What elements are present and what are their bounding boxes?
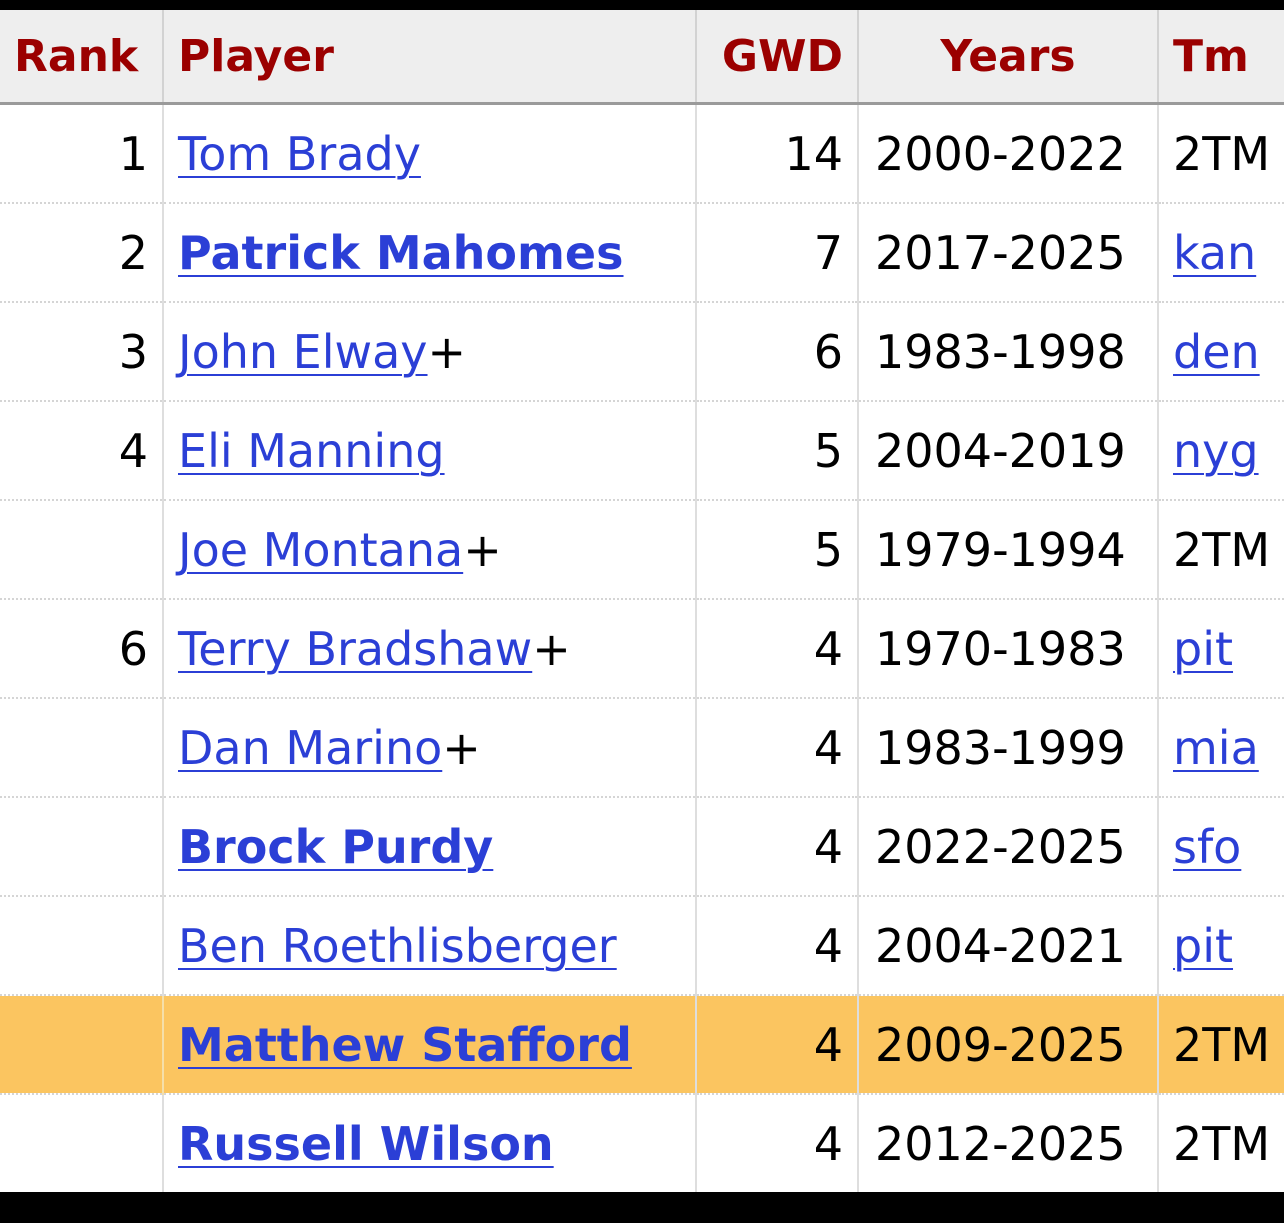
player-cell: John Elway+: [163, 302, 697, 402]
team-cell: pit: [1158, 599, 1284, 699]
player-link[interactable]: Russell Wilson: [178, 1116, 554, 1171]
gwd-cell: 4: [696, 599, 859, 699]
years-cell: 1970-1983: [858, 599, 1159, 699]
player-link[interactable]: Dan Marino: [178, 720, 443, 775]
player-link[interactable]: Joe Montana: [178, 522, 464, 577]
years-cell: 1983-1998: [858, 302, 1159, 402]
rank-cell: [0, 698, 164, 798]
team-link[interactable]: den: [1173, 324, 1260, 379]
years-cell: 1979-1994: [858, 500, 1159, 600]
team-cell: 2TM: [1158, 500, 1284, 600]
player-cell: Eli Manning: [163, 401, 697, 501]
header-player[interactable]: Player: [163, 10, 697, 105]
team-cell: nyg: [1158, 401, 1284, 501]
team-cell: sfo: [1158, 797, 1284, 897]
gwd-cell: 14: [696, 103, 859, 204]
player-cell: Matthew Stafford: [163, 995, 697, 1095]
table-row: 2 Patrick Mahomes 7 2017-2025 kan: [0, 203, 1284, 303]
header-years[interactable]: Years: [858, 10, 1159, 105]
rank-cell: [0, 500, 164, 600]
rank-cell: 1: [0, 103, 164, 204]
years-cell: 2017-2025: [858, 203, 1159, 303]
years-cell: 2004-2021: [858, 896, 1159, 996]
table-row: 4 Eli Manning 5 2004-2019 nyg: [0, 401, 1284, 501]
player-cell: Joe Montana+: [163, 500, 697, 600]
player-cell: Tom Brady: [163, 103, 697, 204]
rank-cell: [0, 797, 164, 897]
team-cell: 2TM: [1158, 995, 1284, 1095]
header-rank[interactable]: Rank: [0, 10, 164, 105]
years-cell: 2000-2022: [858, 103, 1159, 204]
years-cell: 2009-2025: [858, 995, 1159, 1095]
gwd-cell: 5: [696, 401, 859, 501]
team-link[interactable]: pit: [1173, 621, 1234, 676]
table-row: Russell Wilson 4 2012-2025 2TM: [0, 1094, 1284, 1192]
table-row: Joe Montana+ 5 1979-1994 2TM: [0, 500, 1284, 600]
table-row: Matthew Stafford 4 2009-2025 2TM: [0, 995, 1284, 1095]
team-cell: 2TM: [1158, 103, 1284, 204]
table-row: Ben Roethlisberger 4 2004-2021 pit: [0, 896, 1284, 996]
table-frame: Rank Player GWD Years Tm 1 Tom Brady 14 200…: [0, 10, 1284, 1192]
gwd-cell: 7: [696, 203, 859, 303]
gwd-cell: 4: [696, 1094, 859, 1192]
team-link[interactable]: mia: [1173, 720, 1259, 775]
gwd-cell: 4: [696, 698, 859, 798]
gwd-cell: 4: [696, 896, 859, 996]
player-cell: Patrick Mahomes: [163, 203, 697, 303]
years-cell: 2022-2025: [858, 797, 1159, 897]
team-cell: pit: [1158, 896, 1284, 996]
player-link[interactable]: Eli Manning: [178, 423, 445, 478]
hall-of-fame-marker: +: [532, 621, 571, 676]
team-cell: den: [1158, 302, 1284, 402]
table-row: Brock Purdy 4 2022-2025 sfo: [0, 797, 1284, 897]
leaderboard-table: Rank Player GWD Years Tm 1 Tom Brady 14 200…: [0, 10, 1284, 1192]
player-cell: Terry Bradshaw+: [163, 599, 697, 699]
hall-of-fame-marker: +: [442, 720, 481, 775]
table-header: Rank Player GWD Years Tm: [0, 10, 1284, 105]
rank-cell: [0, 995, 164, 1095]
rank-cell: 2: [0, 203, 164, 303]
rank-cell: 3: [0, 302, 164, 402]
player-link[interactable]: Matthew Stafford: [178, 1017, 632, 1072]
header-gwd[interactable]: GWD: [696, 10, 859, 105]
player-link[interactable]: Brock Purdy: [178, 819, 494, 874]
player-link[interactable]: Patrick Mahomes: [178, 225, 624, 280]
gwd-cell: 4: [696, 995, 859, 1095]
player-cell: Ben Roethlisberger: [163, 896, 697, 996]
player-cell: Brock Purdy: [163, 797, 697, 897]
rank-cell: 6: [0, 599, 164, 699]
gwd-cell: 6: [696, 302, 859, 402]
gwd-cell: 5: [696, 500, 859, 600]
table-row: 6 Terry Bradshaw+ 4 1970-1983 pit: [0, 599, 1284, 699]
rank-cell: [0, 1094, 164, 1192]
team-cell: mia: [1158, 698, 1284, 798]
years-cell: 1983-1999: [858, 698, 1159, 798]
table-row: 1 Tom Brady 14 2000-2022 2TM: [0, 103, 1284, 204]
team-cell: kan: [1158, 203, 1284, 303]
rank-cell: [0, 896, 164, 996]
hall-of-fame-marker: +: [427, 324, 467, 379]
player-link[interactable]: Tom Brady: [178, 126, 421, 181]
team-link[interactable]: kan: [1173, 225, 1257, 280]
gwd-cell: 4: [696, 797, 859, 897]
team-link[interactable]: nyg: [1173, 423, 1259, 478]
table-row: 3 John Elway+ 6 1983-1998 den: [0, 302, 1284, 402]
header-row: Rank Player GWD Years Tm: [0, 10, 1284, 105]
header-tm[interactable]: Tm: [1158, 10, 1284, 105]
player-cell: Dan Marino+: [163, 698, 697, 798]
years-cell: 2004-2019: [858, 401, 1159, 501]
team-cell: 2TM: [1158, 1094, 1284, 1192]
years-cell: 2012-2025: [858, 1094, 1159, 1192]
team-link[interactable]: sfo: [1173, 819, 1242, 874]
rank-cell: 4: [0, 401, 164, 501]
hall-of-fame-marker: +: [463, 522, 502, 577]
table-row: Dan Marino+ 4 1983-1999 mia: [0, 698, 1284, 798]
table-body: 1 Tom Brady 14 2000-2022 2TM 2 Patrick Mahomes…: [0, 103, 1284, 1192]
team-link[interactable]: pit: [1173, 918, 1234, 973]
player-cell: Russell Wilson: [163, 1094, 697, 1192]
player-link[interactable]: Terry Bradshaw: [178, 621, 533, 676]
player-link[interactable]: Ben Roethlisberger: [178, 918, 617, 973]
player-link[interactable]: John Elway: [178, 324, 428, 379]
